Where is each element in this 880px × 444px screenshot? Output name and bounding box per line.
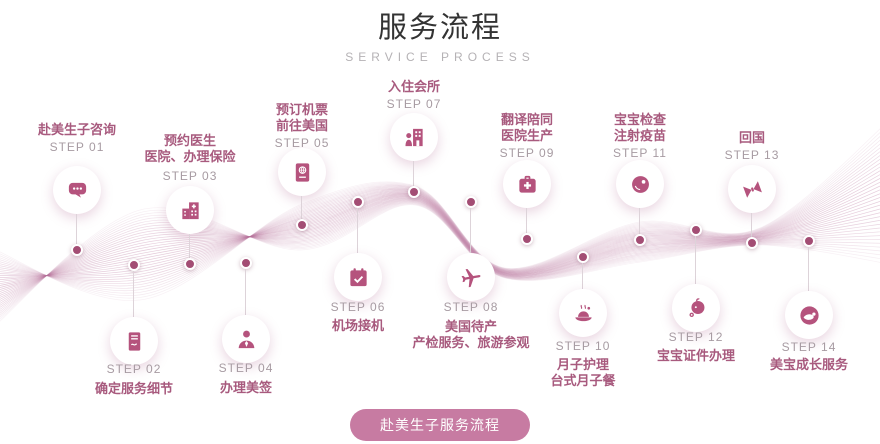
step-name: 确定服务细节 [94,381,173,396]
vaccine-icon [616,160,664,208]
timeline-dot [408,186,420,198]
step-name: 月子护理 台式月子餐 [550,357,616,388]
timeline-dot [240,257,252,269]
step-label: STEP 02 [106,362,162,376]
step-label: STEP 07 [386,97,442,111]
step-label: STEP 08 [443,300,499,314]
connector-line [639,208,640,234]
connector-line [808,247,809,291]
step-label: STEP 01 [49,140,105,154]
baby-icon [672,284,720,332]
contract-icon [110,317,158,365]
step-name: 回国 [738,130,765,145]
step-12: STEP 12 宝宝证件办理 [626,0,766,444]
step-name: 赴美生子咨询 [37,122,116,137]
person-icon [222,315,270,363]
step-name: 美国待产 产检服务、旅游参观 [412,319,530,350]
connector-line [76,214,77,244]
connector-line [245,269,246,315]
page-subtitle: SERVICE PROCESS [345,50,535,64]
step-name: 办理美签 [219,380,272,395]
passport-icon [278,148,326,196]
timeline-dot [184,258,196,270]
step-name: 宝宝检查 注射疫苗 [613,112,666,143]
step-14: STEP 14 美宝成长服务 [739,0,879,444]
timeline-dot [71,244,83,256]
step-label: STEP 12 [668,330,724,344]
chat-icon [53,166,101,214]
baby-sleep-icon [785,291,833,339]
step-name: 入住会所 [387,79,440,94]
timeline-dot [521,233,533,245]
step-01: 赴美生子咨询 STEP 01 [7,0,147,444]
connector-line [526,208,527,233]
meal-icon [559,289,607,337]
timeline-dot [465,196,477,208]
step-09: 翻译陪同 医院生产 STEP 09 [457,0,597,444]
connector-line [133,271,134,317]
step-name: 翻译陪同 医院生产 [500,112,553,143]
calendar-check-icon [334,253,382,301]
step-label: STEP 10 [555,339,611,353]
medical-bag-icon [503,160,551,208]
connector-line [470,208,471,253]
timeline-dot [577,251,589,263]
timeline-dot [352,196,364,208]
step-11: 宝宝检查 注射疫苗 STEP 11 [570,0,710,444]
hospital-icon [166,186,214,234]
step-10: STEP 10 月子护理 台式月子餐 [513,0,653,444]
step-label: STEP 03 [162,169,218,183]
step-13: 回国 STEP 13 [682,0,822,444]
butterfly-icon [728,165,776,213]
connector-line [695,236,696,284]
step-label: STEP 11 [613,146,667,160]
connector-line [751,213,752,237]
timeline-dot [128,259,140,271]
connector-line [413,161,414,186]
step-03: 预约医生 医院、办理保险 STEP 03 [120,0,260,444]
step-08: STEP 08 美国待产 产检服务、旅游参观 [401,0,541,444]
service-process-button[interactable]: 赴美生子服务流程 [350,409,530,441]
timeline-dot [803,235,815,247]
timeline-dot [690,224,702,236]
timeline-dot [296,219,308,231]
step-07: 入住会所 STEP 07 [344,0,484,444]
step-05: 预订机票 前往美国 STEP 05 [232,0,372,444]
step-name: 机场接机 [331,318,384,333]
step-label: STEP 06 [330,300,386,314]
step-label: STEP 13 [724,148,780,162]
step-label: STEP 05 [274,136,330,150]
section-header: 服务流程 SERVICE PROCESS [0,4,880,64]
step-name: 预订机票 前往美国 [275,102,328,133]
step-04: STEP 04 办理美签 [176,0,316,444]
timeline-dot [746,237,758,249]
connector-line [582,263,583,289]
step-label: STEP 09 [499,146,555,160]
step-02: STEP 02 确定服务细节 [64,0,204,444]
connector-line [189,234,190,258]
step-name: 预约医生 医院、办理保险 [144,133,236,164]
timeline-dot [634,234,646,246]
airplane-icon [447,253,495,301]
step-name: 美宝成长服务 [769,357,848,372]
check-in-icon [390,113,438,161]
step-label: STEP 04 [218,361,274,375]
connector-line [357,208,358,253]
step-06: STEP 06 机场接机 [288,0,428,444]
page-title: 服务流程 [377,12,502,44]
connector-line [301,196,302,219]
step-label: STEP 14 [781,340,837,354]
step-name: 宝宝证件办理 [656,348,735,363]
